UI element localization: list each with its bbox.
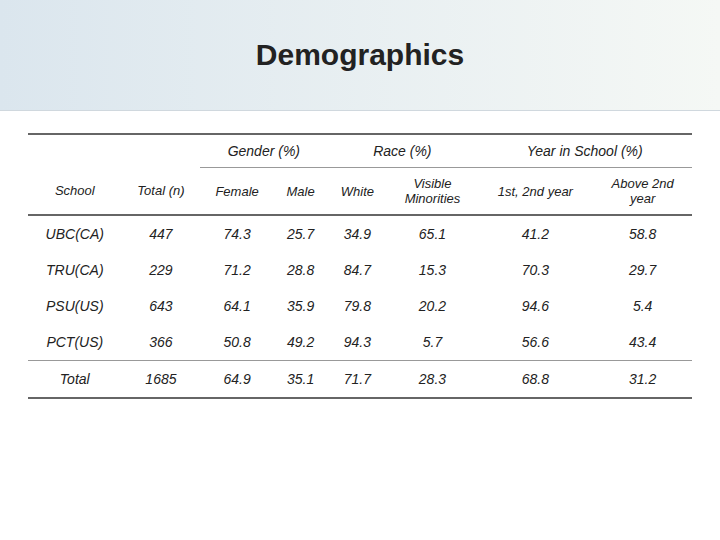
cell-value: 28.8 [274,252,327,288]
table-row: Total168564.935.171.728.368.831.2 [28,361,692,399]
cell-value: 58.8 [593,215,692,252]
cell-value: 15.3 [387,252,477,288]
cell-value: 68.8 [477,361,593,399]
row-label: TRU(CA) [28,252,122,288]
column-header: Total (n) [122,168,201,216]
cell-value: 31.2 [593,361,692,399]
cell-value: 94.3 [327,324,387,361]
cell-value: 74.3 [200,215,274,252]
cell-value: 64.9 [200,361,274,399]
column-header: Above 2nd year [593,168,692,216]
cell-value: 65.1 [387,215,477,252]
table-wrap: Gender (%)Race (%)Year in School (%)Scho… [0,111,720,399]
cell-value: 1685 [122,361,201,399]
cell-value: 29.7 [593,252,692,288]
header-blank [28,134,200,168]
page: Demographics Gender (%)Race (%)Year in Sc… [0,0,720,399]
column-header: 1st, 2nd year [477,168,593,216]
cell-value: 5.4 [593,288,692,324]
header-group-row: Gender (%)Race (%)Year in School (%) [28,134,692,168]
cell-value: 64.1 [200,288,274,324]
cell-value: 70.3 [477,252,593,288]
cell-value: 43.4 [593,324,692,361]
banner: Demographics [0,0,720,111]
cell-value: 643 [122,288,201,324]
cell-value: 71.7 [327,361,387,399]
cell-value: 41.2 [477,215,593,252]
cell-value: 49.2 [274,324,327,361]
cell-value: 84.7 [327,252,387,288]
column-header: Visible Minorities [387,168,477,216]
cell-value: 25.7 [274,215,327,252]
table-header: Gender (%)Race (%)Year in School (%)Scho… [28,134,692,215]
cell-value: 447 [122,215,201,252]
header-group: Gender (%) [200,134,327,168]
row-label: Total [28,361,122,399]
table-row: PCT(US)36650.849.294.35.756.643.4 [28,324,692,361]
header-group: Year in School (%) [477,134,692,168]
column-header: School [28,168,122,216]
cell-value: 94.6 [477,288,593,324]
row-label: UBC(CA) [28,215,122,252]
cell-value: 79.8 [327,288,387,324]
cell-value: 35.1 [274,361,327,399]
cell-value: 20.2 [387,288,477,324]
cell-value: 34.9 [327,215,387,252]
column-header: White [327,168,387,216]
column-header: Male [274,168,327,216]
table-row: TRU(CA)22971.228.884.715.370.329.7 [28,252,692,288]
cell-value: 229 [122,252,201,288]
table-body: UBC(CA)44774.325.734.965.141.258.8TRU(CA… [28,215,692,398]
header-row: SchoolTotal (n)FemaleMaleWhiteVisible Mi… [28,168,692,216]
cell-value: 5.7 [387,324,477,361]
row-label: PSU(US) [28,288,122,324]
cell-value: 28.3 [387,361,477,399]
table: Gender (%)Race (%)Year in School (%)Scho… [28,133,692,399]
table-row: PSU(US)64364.135.979.820.294.65.4 [28,288,692,324]
cell-value: 50.8 [200,324,274,361]
cell-value: 71.2 [200,252,274,288]
column-header: Female [200,168,274,216]
row-label: PCT(US) [28,324,122,361]
header-group: Race (%) [327,134,477,168]
title: Demographics [256,38,464,72]
cell-value: 56.6 [477,324,593,361]
cell-value: 366 [122,324,201,361]
table-row: UBC(CA)44774.325.734.965.141.258.8 [28,215,692,252]
cell-value: 35.9 [274,288,327,324]
